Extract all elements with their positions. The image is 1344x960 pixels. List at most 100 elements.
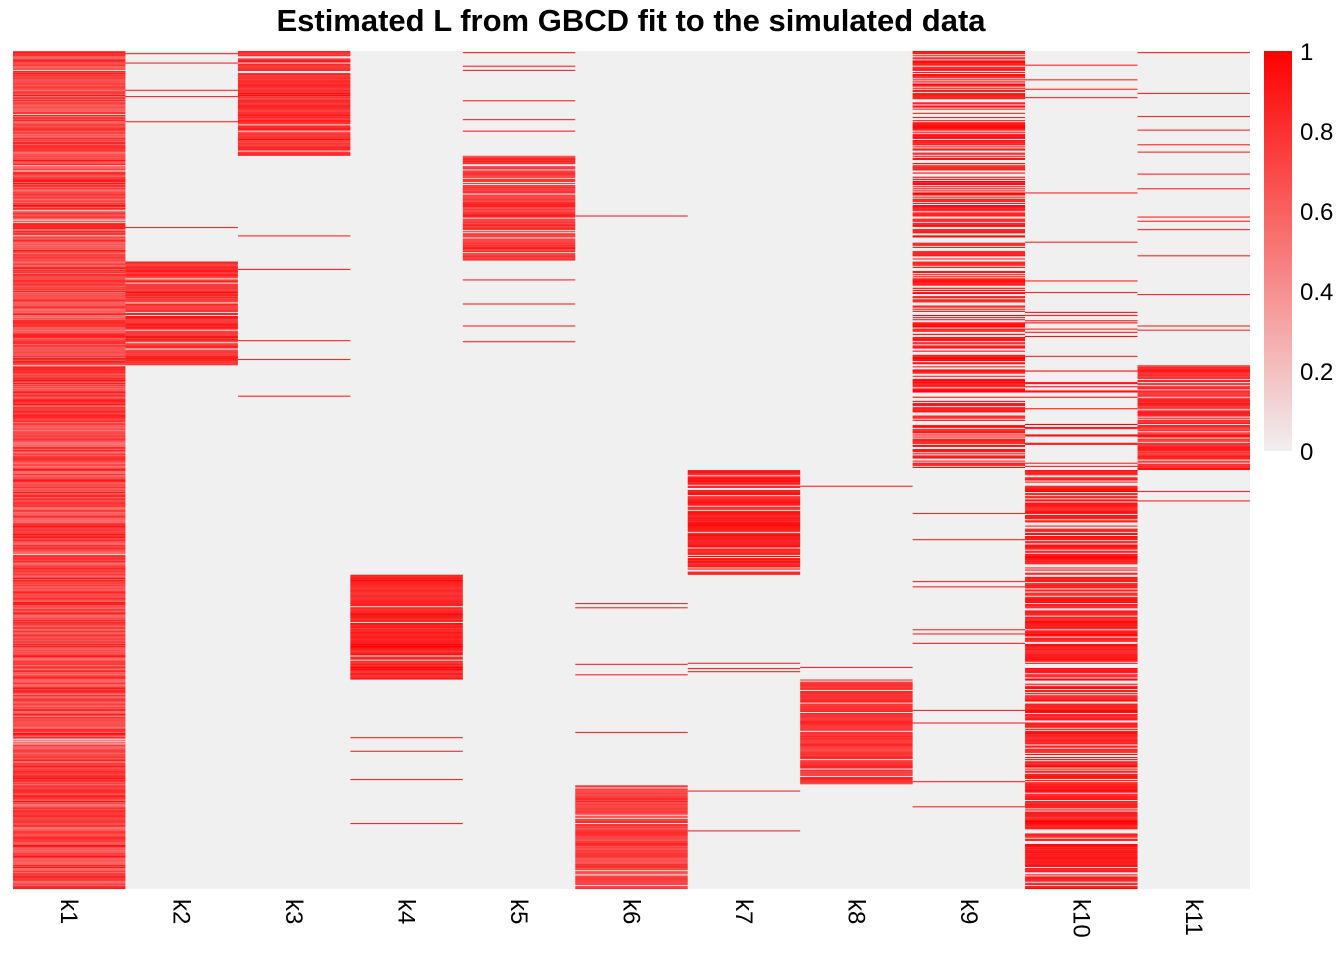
heatmap-cell xyxy=(13,549,126,551)
heatmap-cell xyxy=(13,70,126,72)
heatmap-cell xyxy=(13,875,126,877)
heatmap-cell xyxy=(13,408,126,410)
heatmap-cell xyxy=(13,669,126,671)
heatmap-cell xyxy=(1025,537,1138,539)
heatmap-cell xyxy=(912,194,1026,196)
heatmap-cell xyxy=(462,245,576,247)
legend-tick-label: 0.6 xyxy=(1300,199,1333,226)
heatmap-cell xyxy=(1025,632,1138,634)
heatmap-cell xyxy=(13,597,126,599)
heatmap-cell xyxy=(462,303,576,305)
heatmap-cell xyxy=(13,878,126,880)
heatmap-cell xyxy=(13,670,126,672)
heatmap-cell xyxy=(1025,569,1138,571)
heatmap-cell xyxy=(13,111,126,113)
heatmap-cell xyxy=(575,873,688,875)
heatmap-cell xyxy=(575,796,688,798)
heatmap-cell xyxy=(13,458,126,460)
heatmap-cell xyxy=(912,108,1026,110)
heatmap-cell xyxy=(912,92,1026,94)
heatmap-cell xyxy=(13,604,126,606)
heatmap-cell xyxy=(125,226,238,229)
heatmap-cell xyxy=(237,92,351,94)
heatmap-cell xyxy=(1137,368,1250,370)
heatmap-cell xyxy=(237,122,351,124)
heatmap-cell xyxy=(800,725,913,727)
heatmap-cell xyxy=(13,643,126,645)
legend-tick-label: 1 xyxy=(1300,39,1313,66)
heatmap-cell xyxy=(912,449,1026,451)
heatmap-cell xyxy=(912,180,1026,182)
heatmap-cell xyxy=(575,802,688,804)
heatmap-cell xyxy=(912,135,1026,137)
heatmap-cell xyxy=(912,350,1026,352)
heatmap-cell xyxy=(575,788,688,790)
heatmap-cell xyxy=(13,444,126,446)
heatmap-cell xyxy=(13,856,126,858)
heatmap-cell xyxy=(13,557,126,560)
heatmap-cell xyxy=(912,322,1026,324)
heatmap-cell xyxy=(912,204,1026,207)
heatmap-cell xyxy=(1025,600,1138,603)
heatmap-cell xyxy=(13,857,126,859)
heatmap-cell xyxy=(1137,413,1250,415)
heatmap-cell xyxy=(13,439,126,441)
heatmap-cell xyxy=(13,828,126,830)
heatmap-cell xyxy=(13,245,126,247)
heatmap-cell xyxy=(1137,415,1250,417)
heatmap-cell xyxy=(687,510,801,512)
heatmap-cell xyxy=(1137,424,1250,427)
heatmap-cell xyxy=(462,180,576,182)
heatmap-cell xyxy=(912,441,1026,443)
heatmap-cell xyxy=(462,52,576,54)
heatmap-cell xyxy=(13,463,126,465)
heatmap-cell xyxy=(237,132,351,134)
heatmap-cell xyxy=(13,855,126,857)
heatmap-cell xyxy=(1025,874,1138,876)
heatmap-cell xyxy=(575,880,688,882)
heatmap-cell xyxy=(800,765,913,767)
heatmap-cell xyxy=(1025,581,1138,583)
heatmap-cell xyxy=(350,641,463,643)
heatmap-cell xyxy=(13,792,126,794)
heatmap-cell xyxy=(1137,427,1250,429)
x-tick-label-k9: k9 xyxy=(955,899,982,924)
heatmap-cell xyxy=(912,220,1026,222)
heatmap-cell xyxy=(13,461,126,463)
heatmap-cell xyxy=(1025,546,1138,548)
heatmap-cell xyxy=(1137,404,1250,406)
heatmap-cell xyxy=(237,110,351,112)
heatmap-cell xyxy=(1025,823,1138,825)
heatmap-cell xyxy=(912,242,1026,244)
heatmap-cell xyxy=(912,76,1026,78)
heatmap-cell xyxy=(125,328,238,330)
heatmap-cell xyxy=(1025,887,1138,890)
legend-tick-label: 0.8 xyxy=(1300,119,1333,146)
heatmap-cell xyxy=(687,479,801,481)
heatmap-cell xyxy=(237,54,351,56)
heatmap-cell xyxy=(800,704,913,706)
heatmap-cell xyxy=(13,433,126,435)
heatmap-cell xyxy=(687,566,801,568)
heatmap-cell xyxy=(462,199,576,201)
heatmap-cell xyxy=(912,287,1026,289)
heatmap-cell xyxy=(1137,435,1250,437)
heatmap-cell xyxy=(125,283,238,285)
heatmap-cell xyxy=(13,416,126,418)
heatmap-cell xyxy=(125,346,238,348)
heatmap-cell xyxy=(575,850,688,852)
heatmap-cell xyxy=(237,114,351,116)
heatmap-cell xyxy=(13,309,126,311)
heatmap-cell xyxy=(13,320,126,322)
heatmap-cell xyxy=(1137,464,1250,466)
heatmap-cell xyxy=(13,679,126,681)
heatmap-cell xyxy=(13,474,126,476)
heatmap-cell xyxy=(237,96,351,98)
heatmap-cell xyxy=(125,276,238,278)
heatmap-cell xyxy=(912,709,1026,711)
heatmap-cell xyxy=(13,255,126,257)
heatmap-cell xyxy=(13,226,126,229)
heatmap-cell xyxy=(1137,465,1250,467)
heatmap-cell xyxy=(13,562,126,564)
heatmap-cell xyxy=(13,202,126,204)
